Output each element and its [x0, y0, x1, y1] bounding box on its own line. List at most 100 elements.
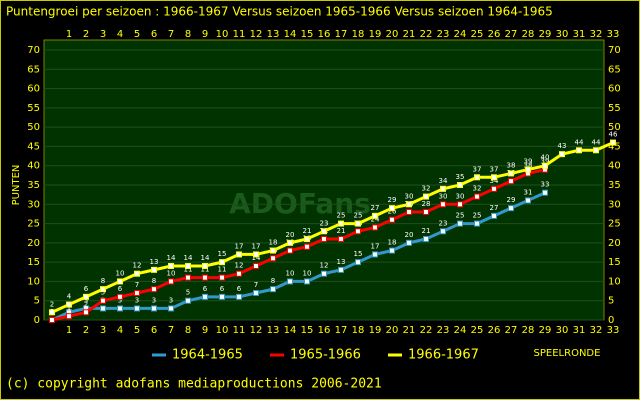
x-tick-label-top: 12: [250, 29, 263, 40]
point: [440, 228, 446, 235]
x-tick-label: 16: [318, 325, 331, 336]
y2-tick-label: 50: [608, 122, 621, 133]
x-tick-label-top: 6: [151, 29, 157, 40]
y2-tick-label: 15: [608, 257, 621, 268]
point: [372, 251, 378, 258]
point: [423, 209, 429, 215]
x-tick-label-top: 21: [403, 29, 416, 40]
point: [134, 270, 140, 277]
x-tick-label-top: 33: [607, 29, 620, 40]
point: [100, 286, 106, 293]
legend-label: 1966-1967: [408, 348, 479, 363]
point: [287, 247, 293, 254]
data-label: 25: [354, 212, 363, 220]
series-line: [51, 141, 614, 314]
data-label: 38: [507, 161, 516, 169]
data-label: 8: [101, 277, 105, 285]
x-tick-label-top: 27: [505, 29, 518, 40]
point: [491, 174, 497, 181]
point: [406, 209, 412, 215]
x-tick-label-top: 15: [301, 29, 314, 40]
x-tick-label: 32: [590, 325, 603, 336]
data-label: 6: [203, 285, 208, 293]
x-tick-label-top: 25: [471, 29, 484, 40]
point: [117, 278, 123, 285]
x-tick-label: 13: [267, 325, 280, 336]
y-tick-label: 55: [27, 103, 40, 114]
y2-tick-label: 70: [608, 45, 621, 56]
data-label: 20: [286, 231, 295, 239]
point: [389, 247, 395, 254]
point: [355, 228, 361, 235]
chart-title: Puntengroei per seizoen : 1966-1967 Vers…: [6, 5, 553, 19]
point: [525, 197, 531, 204]
point: [202, 263, 208, 269]
point: [440, 185, 446, 192]
point: [270, 255, 276, 262]
x-tick-label: 6: [151, 325, 157, 336]
y-tick-label: 25: [27, 219, 40, 230]
data-label: 10: [167, 269, 176, 277]
data-label: 28: [422, 200, 431, 208]
data-label: 1: [67, 304, 71, 312]
data-label: 17: [235, 242, 244, 250]
point: [321, 236, 327, 242]
x-tick-label-top: 8: [185, 29, 191, 40]
x-tick-label: 8: [185, 325, 191, 336]
data-label: 6: [237, 285, 242, 293]
point: [389, 205, 395, 212]
point: [66, 313, 72, 320]
data-label: 26: [388, 208, 397, 216]
y-tick-label: 15: [27, 257, 40, 268]
data-label: 30: [439, 192, 448, 200]
point: [491, 212, 497, 219]
data-label: 21: [303, 227, 312, 235]
x-tick-label: 2: [83, 325, 89, 336]
point: [508, 205, 514, 212]
point: [474, 220, 480, 227]
x-tick-label: 7: [168, 325, 174, 336]
point: [100, 297, 106, 304]
point: [491, 185, 497, 192]
point: [321, 228, 327, 235]
x-tick-label-top: 9: [202, 29, 208, 40]
data-label: 31: [524, 188, 533, 196]
x-tick-label: 23: [437, 325, 450, 336]
point: [576, 147, 582, 154]
data-label: 32: [473, 185, 482, 193]
data-label: 14: [252, 254, 261, 262]
x-tick-label-top: 20: [386, 29, 399, 40]
y-axis-label: PUNTEN: [11, 165, 22, 206]
point: [304, 243, 310, 250]
point: [253, 251, 259, 258]
point: [219, 293, 225, 300]
data-label: 14: [201, 254, 210, 262]
point: [372, 224, 378, 231]
x-tick-label-top: 24: [454, 29, 467, 40]
x-tick-label-top: 23: [437, 29, 450, 40]
x-tick-label-top: 31: [573, 29, 586, 40]
data-label: 3: [169, 296, 173, 304]
point: [372, 212, 378, 219]
legend-label: 1965-1966: [290, 348, 361, 363]
y-tick-label: 40: [27, 161, 40, 172]
x-tick-label-top: 19: [369, 29, 382, 40]
data-label: 17: [252, 242, 261, 250]
x-tick-label-top: 29: [539, 29, 552, 40]
x-tick-label: 4: [117, 325, 123, 336]
data-label: 25: [456, 212, 465, 220]
point: [423, 193, 429, 200]
point: [151, 266, 157, 273]
y-tick-label: 45: [27, 141, 40, 152]
point: [508, 170, 514, 177]
y2-tick-label: 35: [608, 180, 621, 191]
point: [389, 216, 395, 223]
point: [457, 182, 463, 188]
data-label: 27: [490, 204, 499, 212]
data-label: 13: [337, 258, 346, 266]
data-label: 5: [186, 289, 190, 297]
point: [474, 174, 480, 181]
y-tick-label: 60: [27, 84, 40, 95]
x-tick-label: 27: [505, 325, 518, 336]
